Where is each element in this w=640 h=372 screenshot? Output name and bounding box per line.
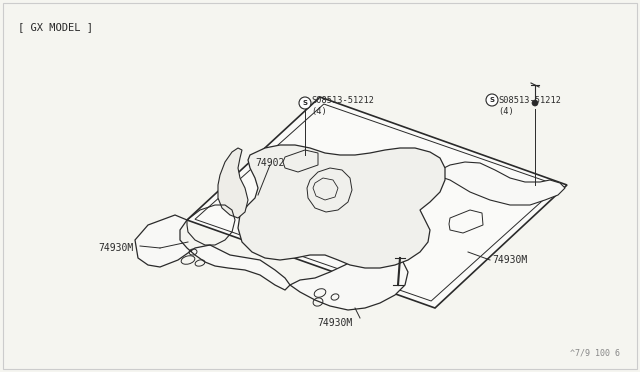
- Polygon shape: [218, 148, 248, 218]
- Polygon shape: [290, 252, 408, 310]
- Text: S: S: [490, 97, 495, 103]
- Circle shape: [299, 97, 311, 109]
- Text: S: S: [303, 100, 307, 106]
- Text: [ GX MODEL ]: [ GX MODEL ]: [18, 22, 93, 32]
- Polygon shape: [238, 145, 445, 268]
- Text: 74930M: 74930M: [492, 255, 527, 265]
- Circle shape: [532, 100, 538, 106]
- Text: ^7/9 100 6: ^7/9 100 6: [570, 349, 620, 358]
- Text: (4): (4): [311, 107, 327, 116]
- Circle shape: [486, 94, 498, 106]
- Text: S08513-51212: S08513-51212: [311, 96, 374, 105]
- Polygon shape: [135, 215, 290, 290]
- Polygon shape: [187, 97, 567, 308]
- Text: 74930M: 74930M: [317, 318, 353, 328]
- Text: 74902: 74902: [255, 158, 284, 168]
- Text: (4): (4): [498, 107, 514, 116]
- Text: S08513-51212: S08513-51212: [498, 96, 561, 105]
- Polygon shape: [435, 162, 565, 205]
- Text: 74930M: 74930M: [98, 243, 133, 253]
